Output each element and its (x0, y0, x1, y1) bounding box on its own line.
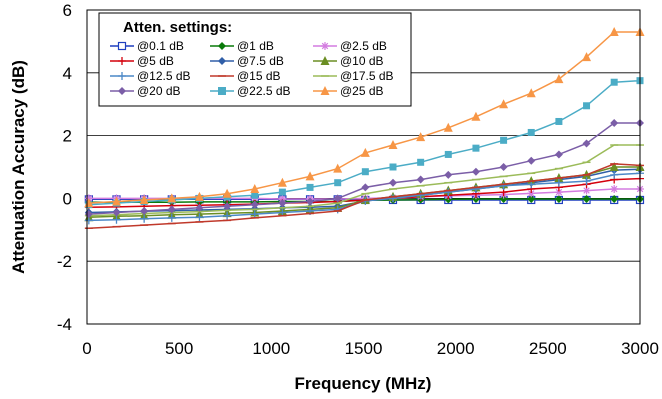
data-point (279, 189, 286, 196)
legend-label: @20 dB (137, 84, 181, 98)
data-point (611, 79, 618, 86)
legend-label: @1 dB (237, 39, 274, 53)
data-point (444, 171, 452, 179)
data-point (555, 150, 563, 158)
data-point (307, 184, 314, 191)
y-tick-label: 6 (63, 1, 72, 20)
legend-label: @5 dB (137, 54, 174, 68)
data-point (583, 102, 590, 109)
data-point (527, 88, 536, 97)
y-tick-label: -4 (57, 315, 72, 334)
data-point (361, 183, 369, 191)
data-point (610, 171, 618, 179)
legend-label: @22.5 dB (237, 84, 291, 98)
legend: Atten. settings: @0.1 dB @1 dB @2.5 dB @5 d… (99, 13, 411, 106)
legend-label: @15 dB (237, 69, 281, 83)
legend-label: @12.5 dB (137, 69, 191, 83)
legend-swatch-marker (321, 42, 329, 50)
y-tick-label: 4 (63, 64, 72, 83)
data-point (333, 164, 342, 173)
y-tick-label: 2 (63, 127, 72, 146)
legend-label: @2.5 dB (340, 39, 387, 53)
data-point (389, 179, 397, 187)
legend-label: @0.1 dB (137, 39, 184, 53)
data-point (389, 164, 396, 171)
x-tick-label: 2500 (529, 339, 567, 358)
legend-label: @25 dB (340, 84, 384, 98)
y-axis-title: Attenuation Accuracy (dB) (9, 60, 28, 274)
x-tick-label: 0 (82, 339, 91, 358)
legend-items: @0.1 dB @1 dB @2.5 dB @5 dB @7.5 dB @10 dB @12… (110, 39, 394, 98)
data-point (472, 145, 479, 152)
data-point (555, 118, 562, 125)
data-point (251, 210, 259, 218)
data-point (417, 159, 424, 166)
x-axis-title: Frequency (MHz) (295, 374, 432, 393)
legend-label: @17.5 dB (340, 69, 394, 83)
x-tick-label: 3000 (621, 339, 659, 358)
data-point (334, 179, 341, 186)
data-point (472, 185, 480, 193)
data-point (362, 168, 369, 175)
legend-title: Atten. settings: (123, 19, 232, 36)
y-tick-label: -2 (57, 252, 72, 271)
legend-swatch-marker (218, 87, 226, 95)
data-point (500, 163, 508, 171)
x-tick-label: 500 (165, 339, 193, 358)
data-point (500, 182, 508, 190)
data-point (445, 151, 452, 158)
data-point (500, 137, 507, 144)
data-point (472, 168, 480, 176)
data-point (610, 185, 618, 193)
data-point (554, 74, 563, 83)
legend-label: @7.5 dB (237, 54, 284, 68)
data-point (527, 157, 535, 165)
y-tick-label: 0 (63, 189, 72, 208)
data-point (528, 129, 535, 136)
x-tick-label: 1000 (252, 339, 290, 358)
x-tick-label: 2000 (437, 339, 475, 358)
data-point (417, 176, 425, 184)
x-tick-label: 1500 (345, 339, 383, 358)
legend-label: @10 dB (340, 54, 384, 68)
data-point (471, 112, 480, 121)
legend-swatch-marker (119, 43, 126, 50)
